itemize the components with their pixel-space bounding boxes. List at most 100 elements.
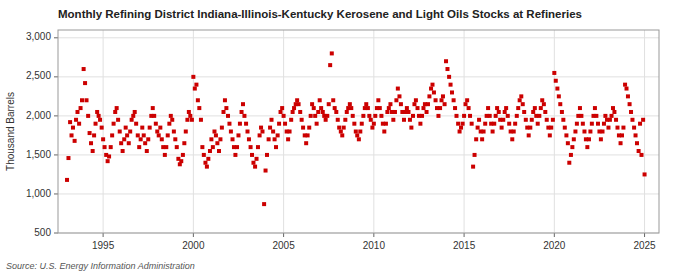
point [220,126,224,130]
point [246,130,250,134]
point [313,114,317,118]
point [251,161,255,165]
y-axis-label: Thousand Barrels [5,92,16,171]
point [121,149,125,153]
x-tick-label: 1995 [92,240,115,251]
point [473,153,477,157]
point [328,63,332,67]
point [224,106,228,110]
point [406,110,410,114]
point [70,133,74,137]
point [130,118,134,122]
point [384,122,388,126]
point [555,87,559,91]
point [441,94,445,98]
point [436,114,440,118]
point [531,110,535,114]
point [95,110,99,114]
point [558,102,562,106]
point [596,122,600,126]
point [106,159,110,163]
point [316,110,320,114]
point [312,106,316,110]
x-grid-line [554,30,555,233]
point [354,130,358,134]
point [537,114,541,118]
point [182,141,186,145]
x-grid-line [193,30,194,233]
point [444,59,448,63]
point [331,98,335,102]
point [630,118,634,122]
point [491,130,495,134]
point [385,110,389,114]
plot-frame [58,30,659,233]
point [241,102,245,106]
point [626,94,630,98]
point [355,133,359,137]
point [238,122,242,126]
point [438,106,442,110]
point [621,126,625,130]
point [388,102,392,106]
point [581,122,585,126]
point [625,87,629,91]
point [190,118,194,122]
point [297,102,301,106]
point [85,98,89,102]
point [79,106,83,110]
point [615,126,619,130]
point [283,122,287,126]
point [458,130,462,134]
point [215,141,219,145]
point [504,106,508,110]
point [482,130,486,134]
point [614,118,618,122]
point [543,110,547,114]
y-tick [54,37,58,38]
point [151,106,155,110]
x-grid-line [373,30,374,233]
point [97,114,101,118]
point [527,133,531,137]
point [333,106,337,110]
point [137,145,141,149]
point [242,114,246,118]
point [542,102,546,106]
point [421,106,425,110]
point [118,130,122,134]
point [606,126,610,130]
point [619,141,623,145]
y-tick-label: 500 [34,227,51,238]
point [643,172,647,176]
point [167,122,171,126]
point [506,114,510,118]
point [98,118,102,122]
point [379,114,383,118]
point [628,102,632,106]
point [136,133,140,137]
point [203,161,207,165]
point [449,83,453,87]
point [570,145,574,149]
point [124,126,128,130]
point [548,133,552,137]
point [420,114,424,118]
x-tick [193,233,194,237]
point [240,110,244,114]
point [409,126,413,130]
point [336,118,340,122]
y-grid-line [58,193,659,194]
point [244,122,248,126]
point [635,141,639,145]
y-tick [54,154,58,155]
point [372,122,376,126]
point [116,118,120,122]
point [533,106,537,110]
point [236,133,240,137]
point [393,110,397,114]
point [103,145,107,149]
x-tick [103,233,104,237]
point [510,137,514,141]
point [274,145,278,149]
